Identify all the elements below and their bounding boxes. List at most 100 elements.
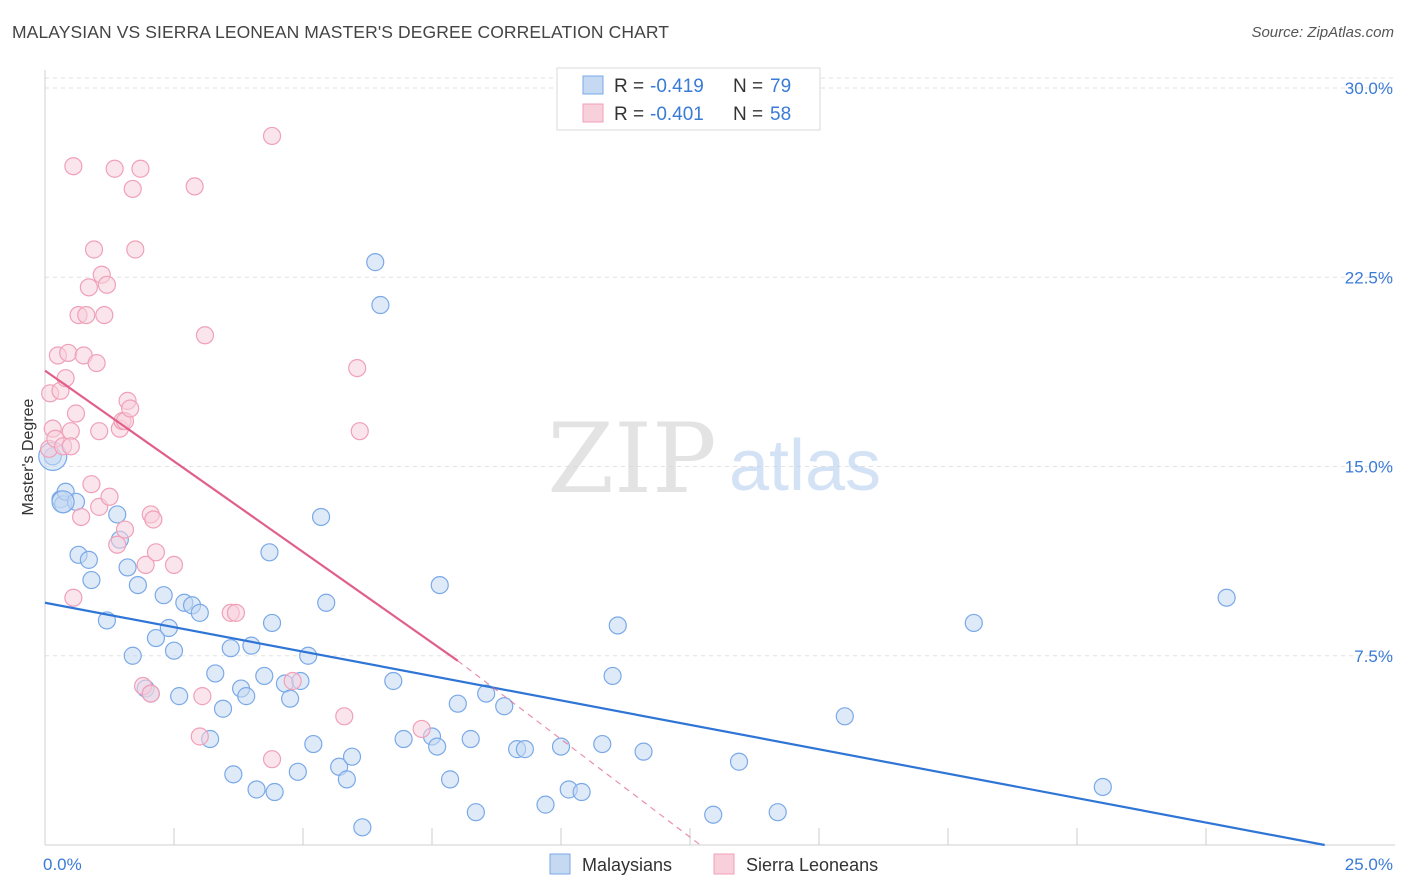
malaysians-point-48	[353, 818, 372, 837]
sierra-leoneans-point-41	[141, 684, 160, 703]
legend-swatch-sierra-leoneans	[582, 103, 604, 123]
chart-title: MALAYSIAN VS SIERRA LEONEAN MASTER'S DEG…	[12, 22, 670, 42]
sierra-leoneans-point-54	[283, 671, 302, 691]
malaysians-point-50	[371, 295, 390, 315]
sierra-leoneans-point-45	[164, 555, 184, 575]
bottom-legend-swatch-malaysians	[549, 853, 571, 875]
malaysians-point-17	[154, 586, 173, 605]
x-tick-label-min: 0.0%	[43, 855, 82, 874]
malaysians-point-51	[384, 671, 403, 691]
malaysians-point-6	[79, 550, 98, 569]
sierra-leoneans-point-47	[190, 727, 209, 746]
malaysians-point-67	[572, 782, 591, 802]
series-sierra-leoneans	[40, 126, 431, 769]
malaysians-point-28	[224, 765, 243, 784]
malaysians-point-68	[593, 734, 612, 754]
sierra-leoneans-point-13	[66, 404, 86, 423]
sierra-leoneans-point-43	[144, 510, 163, 529]
malaysians-point-26	[213, 699, 233, 718]
sierra-leoneans-point-48	[193, 687, 212, 706]
malaysians-point-36	[265, 782, 284, 802]
malaysians-point-70	[608, 616, 627, 635]
malaysians-point-49	[366, 253, 385, 272]
malaysians-point-38	[281, 689, 300, 708]
y-tick-label-0: 7.5%	[1354, 647, 1393, 666]
trend-line-sierra-leoneans	[44, 369, 459, 662]
x-tick-labels: 0.0% 25.0%	[43, 855, 1393, 874]
sierra-leoneans-point-29	[108, 535, 127, 554]
sierra-leoneans-point-33	[115, 520, 135, 539]
malaysians-point-75	[835, 707, 854, 726]
malaysians-point-33	[255, 666, 274, 686]
legend-r-value-sierra-leoneans: -0.401	[650, 104, 704, 125]
malaysians-point-56	[440, 770, 460, 789]
sierra-leoneans-point-37	[126, 240, 145, 259]
legend-r-label-sierra-leoneans: R =	[614, 104, 644, 125]
sierra-leoneans-point-15	[72, 507, 91, 527]
sierra-leoneans-point-19	[82, 475, 101, 494]
malaysians-point-42	[304, 734, 323, 754]
y-axis-label: Master's Degree	[20, 398, 37, 515]
legend-n-value-malaysians: 79	[770, 76, 791, 97]
legend-swatch-malaysians	[582, 75, 604, 95]
legend-r-value-malaysians: -0.419	[650, 76, 704, 97]
legend-n-label-malaysians: N =	[733, 76, 763, 97]
malaysians-point-23	[190, 603, 209, 622]
malaysians-point-30	[237, 687, 256, 706]
malaysians-point-58	[461, 729, 480, 749]
bottom-legend-swatch-sierra-leoneans	[713, 853, 735, 875]
malaysians-point-43	[311, 507, 331, 527]
sierra-leoneans-point-52	[262, 126, 282, 146]
watermark: ZIP atlas	[547, 403, 881, 515]
malaysians-point-41	[299, 646, 318, 665]
malaysians-point-47	[342, 747, 362, 766]
sierra-leoneans-point-11	[64, 157, 83, 176]
sierra-leoneans-point-10	[61, 437, 80, 456]
sierra-leoneans-point-40	[136, 555, 155, 575]
malaysians-point-19	[164, 641, 184, 660]
malaysians-point-25	[206, 664, 225, 683]
malaysians-point-54	[428, 737, 447, 756]
sierra-leoneans-point-8	[59, 343, 78, 363]
malaysians-point-71	[634, 742, 653, 761]
watermark-zip: ZIP	[547, 403, 716, 515]
malaysians-point-12	[123, 646, 142, 665]
sierra-leoneans-point-25	[95, 306, 114, 325]
legend-n-label-sierra-leoneans: N =	[733, 104, 763, 125]
trend-line-sierra-leoneans-extension	[457, 660, 701, 846]
sierra-leoneans-point-35	[121, 399, 140, 418]
malaysians-point-74	[768, 803, 787, 822]
malaysians-point-78	[1217, 588, 1236, 607]
malaysians-point-44	[317, 593, 336, 612]
sierra-leoneans-point-28	[105, 159, 124, 178]
watermark-atlas: atlas	[729, 426, 881, 506]
bottom-legend-label-sierra-leoneans: Sierra Leoneans	[746, 855, 878, 875]
malaysians-point-76	[964, 613, 983, 633]
sierra-leoneans-point-55	[335, 707, 354, 726]
legend-r-label-malaysians: R =	[614, 76, 644, 97]
malaysians-point-39	[288, 762, 307, 781]
sierra-leoneans-point-57	[350, 422, 369, 441]
malaysians-point-20	[170, 687, 189, 706]
y-tick-label-3: 30.0%	[1345, 79, 1393, 98]
malaysians-point-7	[82, 570, 101, 590]
sierra-leoneans-point-9	[61, 422, 80, 441]
malaysians-point-46	[337, 770, 356, 789]
malaysians-point-32	[247, 780, 266, 799]
sierra-leoneans-point-56	[348, 358, 367, 378]
sierra-leoneans-point-20	[84, 240, 104, 259]
trend-lines	[44, 369, 1325, 847]
sierra-leoneans-point-12	[64, 588, 83, 607]
sierra-leoneans-point-21	[87, 353, 106, 373]
sierra-leoneans-point-22	[90, 422, 109, 441]
malaysians-point-61	[495, 697, 514, 716]
y-tick-label-2: 22.5%	[1345, 268, 1393, 287]
sierra-leoneans-point-36	[123, 179, 142, 199]
sierra-leoneans-point-49	[195, 326, 215, 345]
chart-source: Source: ZipAtlas.com	[1251, 24, 1394, 41]
malaysians-point-11	[118, 558, 137, 577]
sierra-leoneans-point-51	[226, 603, 246, 622]
y-tick-labels: 7.5% 15.0% 22.5% 30.0%	[1345, 79, 1393, 666]
malaysians-point-13	[128, 575, 147, 595]
